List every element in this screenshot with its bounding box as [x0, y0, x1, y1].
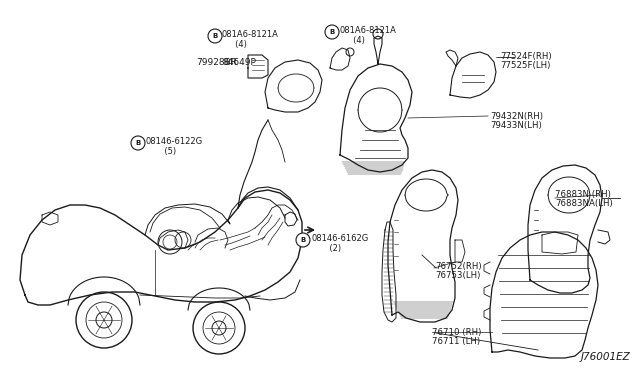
Text: 081A6-8121A
     (4): 081A6-8121A (4)	[340, 26, 397, 45]
Text: 84649P: 84649P	[222, 58, 256, 67]
Text: 79432N(RH): 79432N(RH)	[490, 112, 543, 121]
Text: 76711 (LH): 76711 (LH)	[432, 337, 480, 346]
Text: 79433N(LH): 79433N(LH)	[490, 121, 541, 130]
Text: B: B	[300, 237, 306, 243]
Text: B: B	[330, 29, 335, 35]
Text: 76883NA(LH): 76883NA(LH)	[555, 199, 612, 208]
Text: 08146-6122G
       (5): 08146-6122G (5)	[146, 137, 203, 156]
Circle shape	[296, 233, 310, 247]
Text: 76710 (RH): 76710 (RH)	[432, 328, 481, 337]
Text: J76001EZ: J76001EZ	[580, 352, 630, 362]
Text: 76753(LH): 76753(LH)	[435, 271, 481, 280]
Text: B: B	[212, 33, 218, 39]
Text: 76883N (RH): 76883N (RH)	[555, 190, 611, 199]
Text: 77525F(LH): 77525F(LH)	[500, 61, 550, 70]
Text: 76752(RH): 76752(RH)	[435, 262, 482, 271]
Circle shape	[131, 136, 145, 150]
Text: 77524F(RH): 77524F(RH)	[500, 52, 552, 61]
Text: 08146-6162G
       (2): 08146-6162G (2)	[311, 234, 368, 253]
Text: B: B	[136, 140, 141, 146]
Circle shape	[325, 25, 339, 39]
Text: 79928BR: 79928BR	[196, 58, 237, 67]
Circle shape	[208, 29, 222, 43]
Text: 081A6-8121A
     (4): 081A6-8121A (4)	[222, 30, 279, 49]
